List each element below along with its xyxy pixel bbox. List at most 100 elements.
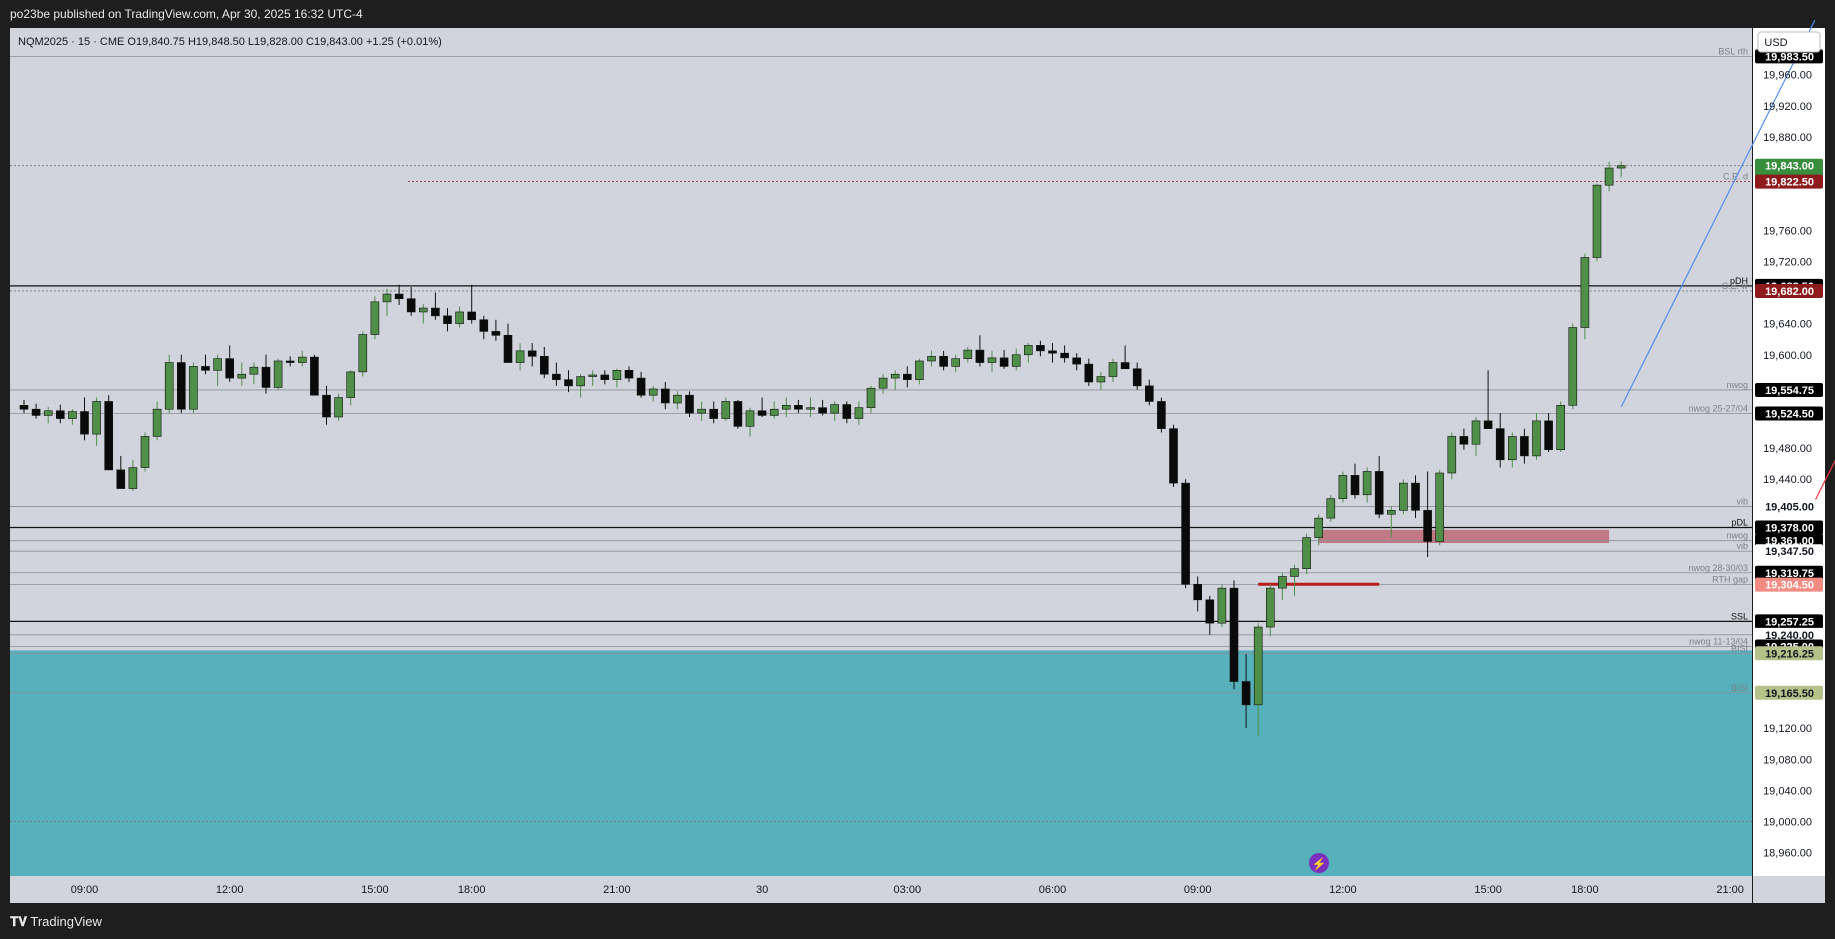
candle-body-108 [1326,498,1336,519]
price-label-bg-5 [1755,382,1823,397]
candle-body-18 [237,373,247,379]
candle-body-36 [455,311,464,324]
x-tick-label-11: 18:00 [1571,884,1599,896]
candle-body-38 [479,319,489,332]
currency-label: USD [1764,37,1787,49]
x-tick-label-5: 30 [756,884,768,896]
candle-body-102 [1253,626,1263,706]
time-axis-background [10,876,1752,903]
candle-body-29 [370,301,380,335]
candle-body-37 [467,311,477,321]
candle-body-97 [1193,583,1202,601]
candle-body-116 [1423,510,1432,542]
y-tick-label-3: 19,760.00 [1763,225,1812,237]
x-tick-label-10: 15:00 [1474,884,1502,896]
candle-body-56 [697,408,706,414]
candle-body-19 [249,366,259,375]
y-tick-label-10: 19,080.00 [1763,754,1812,766]
candle-body-62 [769,408,779,416]
tradingview-logo[interactable]: 𝐓𝐕 TradingView [10,905,102,939]
candle-body-74 [915,360,924,380]
candle-body-131 [1604,167,1614,186]
level-label-3: pDH [1730,276,1748,286]
candle-body-120 [1471,420,1481,445]
candle-body-11 [152,408,162,437]
candle-body-55 [685,394,694,414]
level-label-8: pDL [1731,517,1748,527]
candle-body-117 [1435,472,1444,542]
candle-body-99 [1217,587,1227,624]
price-label-bg-11 [1755,565,1823,580]
tv-logo-icon: 𝐓𝐕 [10,914,27,929]
level-label-6: nwog 25-27/04 [1688,403,1748,413]
candle-body-22 [285,360,295,363]
price-label-bg-0 [1755,49,1823,64]
candle-body-17 [225,358,234,379]
level-label-2: C.E. d [1723,172,1748,182]
candle-body-9 [128,467,138,489]
x-tick-label-2: 15:00 [361,884,389,896]
candle-body-31 [394,293,404,300]
y-tick-label-2: 19,880.00 [1763,132,1812,144]
candle-body-80 [987,357,997,363]
candle-body-93 [1145,385,1154,402]
candle-body-12 [164,362,174,410]
y-tick-label-11: 19,040.00 [1763,785,1812,797]
candle-body-3 [55,410,65,419]
candle-body-95 [1169,428,1178,484]
candle-body-26 [334,397,343,418]
price-label-8: 19,378.00 [1765,522,1814,534]
candle-body-7 [104,401,113,471]
x-tick-label-4: 21:00 [603,884,631,896]
candle-body-98 [1205,599,1215,624]
price-label-bg-16 [1755,646,1823,661]
level-label-12: RTH gap [1712,575,1748,585]
price-label-12: 19,304.50 [1765,580,1814,592]
candle-body-28 [358,334,368,373]
candle-body-107 [1314,517,1323,538]
candle-body-105 [1290,568,1299,577]
price-label-17: 19,165.50 [1765,688,1814,700]
candle-body-112 [1374,471,1384,515]
price-label-13: 19,257.25 [1765,616,1814,628]
candle-body-83 [1024,345,1033,356]
candle-body-5 [80,411,89,435]
level-label-16: BISI [1731,643,1748,653]
candle-body-32 [406,298,416,313]
price-label-bg-12 [1755,577,1823,592]
level-label-5: nwog [1726,380,1748,390]
lightning-icon [1309,853,1329,873]
candle-body-66 [818,407,827,414]
price-label-bg-14 [1755,627,1823,642]
candle-body-86 [1060,352,1069,359]
candle-body-104 [1278,576,1287,589]
candle-body-109 [1338,475,1348,499]
level-label-9: nwog [1726,531,1748,541]
price-label-6: 19,524.50 [1765,408,1814,420]
level-label-10: vib [1736,541,1748,551]
candle-body-34 [431,307,440,317]
currency-box [1757,31,1821,53]
price-label-bg-13 [1755,614,1823,629]
publish-header: po23be published on TradingView.com, Apr… [0,0,1835,28]
candle-body-40 [503,335,513,363]
zone-0 [10,650,1752,876]
candle-body-54 [673,394,682,404]
y-tick-label-9: 19,120.00 [1763,723,1812,735]
candle-body-50 [624,370,634,379]
candle-body-45 [564,379,573,387]
y-tick-label-12: 19,000.00 [1763,817,1812,829]
candle-body-69 [854,407,864,419]
candle-body-1 [31,408,41,416]
candle-body-103 [1266,587,1275,628]
candle-body-100 [1229,587,1239,682]
candle-body-84 [1036,345,1045,352]
candle-body-94 [1157,401,1166,429]
x-tick-label-7: 06:00 [1039,884,1067,896]
x-tick-label-12: 21:00 [1716,884,1744,896]
candle-body-82 [1011,354,1021,367]
candle-body-91 [1120,362,1130,370]
price-label-0: 19,983.50 [1765,51,1814,63]
candle-body-89 [1096,376,1106,383]
